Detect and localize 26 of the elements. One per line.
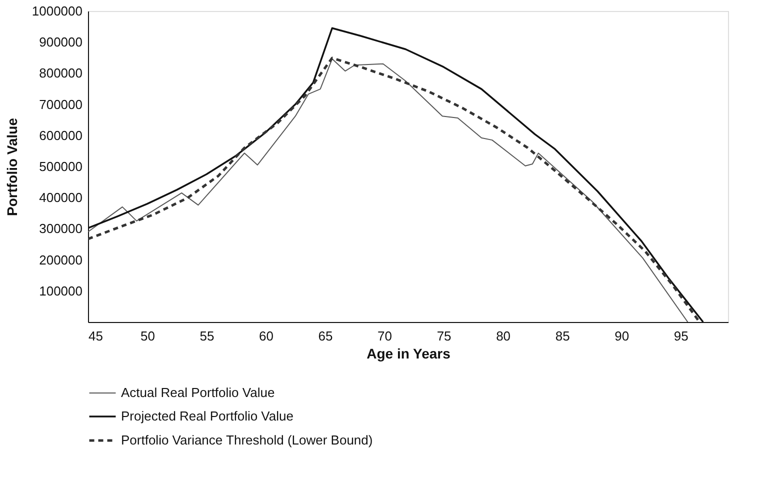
x-tick-label: 65 bbox=[318, 328, 333, 344]
x-tick-label: 45 bbox=[88, 328, 103, 344]
x-tick-label: 85 bbox=[555, 328, 570, 344]
x-tick-label: 70 bbox=[378, 328, 392, 344]
legend-label: Portfolio Variance Threshold (Lower Bound) bbox=[121, 432, 373, 448]
y-tick-label: 900000 bbox=[39, 34, 82, 50]
y-tick-label: 1000000 bbox=[32, 4, 82, 18]
x-tick-label: 80 bbox=[496, 328, 511, 344]
y-tick-label: 100000 bbox=[39, 283, 82, 298]
x-axis-title: Age in Years bbox=[366, 346, 451, 362]
y-tick-label: 700000 bbox=[39, 96, 82, 112]
x-tick-label: 60 bbox=[259, 328, 274, 344]
y-tick-label: 300000 bbox=[39, 221, 82, 236]
y-tick-label: 800000 bbox=[39, 66, 82, 81]
legend-label: Projected Real Portfolio Value bbox=[121, 408, 294, 424]
y-tick-label: 400000 bbox=[39, 190, 82, 206]
y-tick-label: 200000 bbox=[39, 252, 82, 268]
y-tick-label: 600000 bbox=[39, 128, 82, 143]
legend-label: Actual Real Portfolio Value bbox=[121, 385, 275, 400]
y-axis-title: Portfolio Value bbox=[4, 118, 20, 216]
x-tick-label: 95 bbox=[674, 328, 688, 344]
x-tick-label: 90 bbox=[614, 328, 630, 344]
x-tick-label: 50 bbox=[140, 328, 155, 344]
x-tick-label: 75 bbox=[436, 328, 452, 344]
y-tick-label: 500000 bbox=[39, 159, 82, 174]
x-tick-label: 55 bbox=[200, 328, 214, 344]
